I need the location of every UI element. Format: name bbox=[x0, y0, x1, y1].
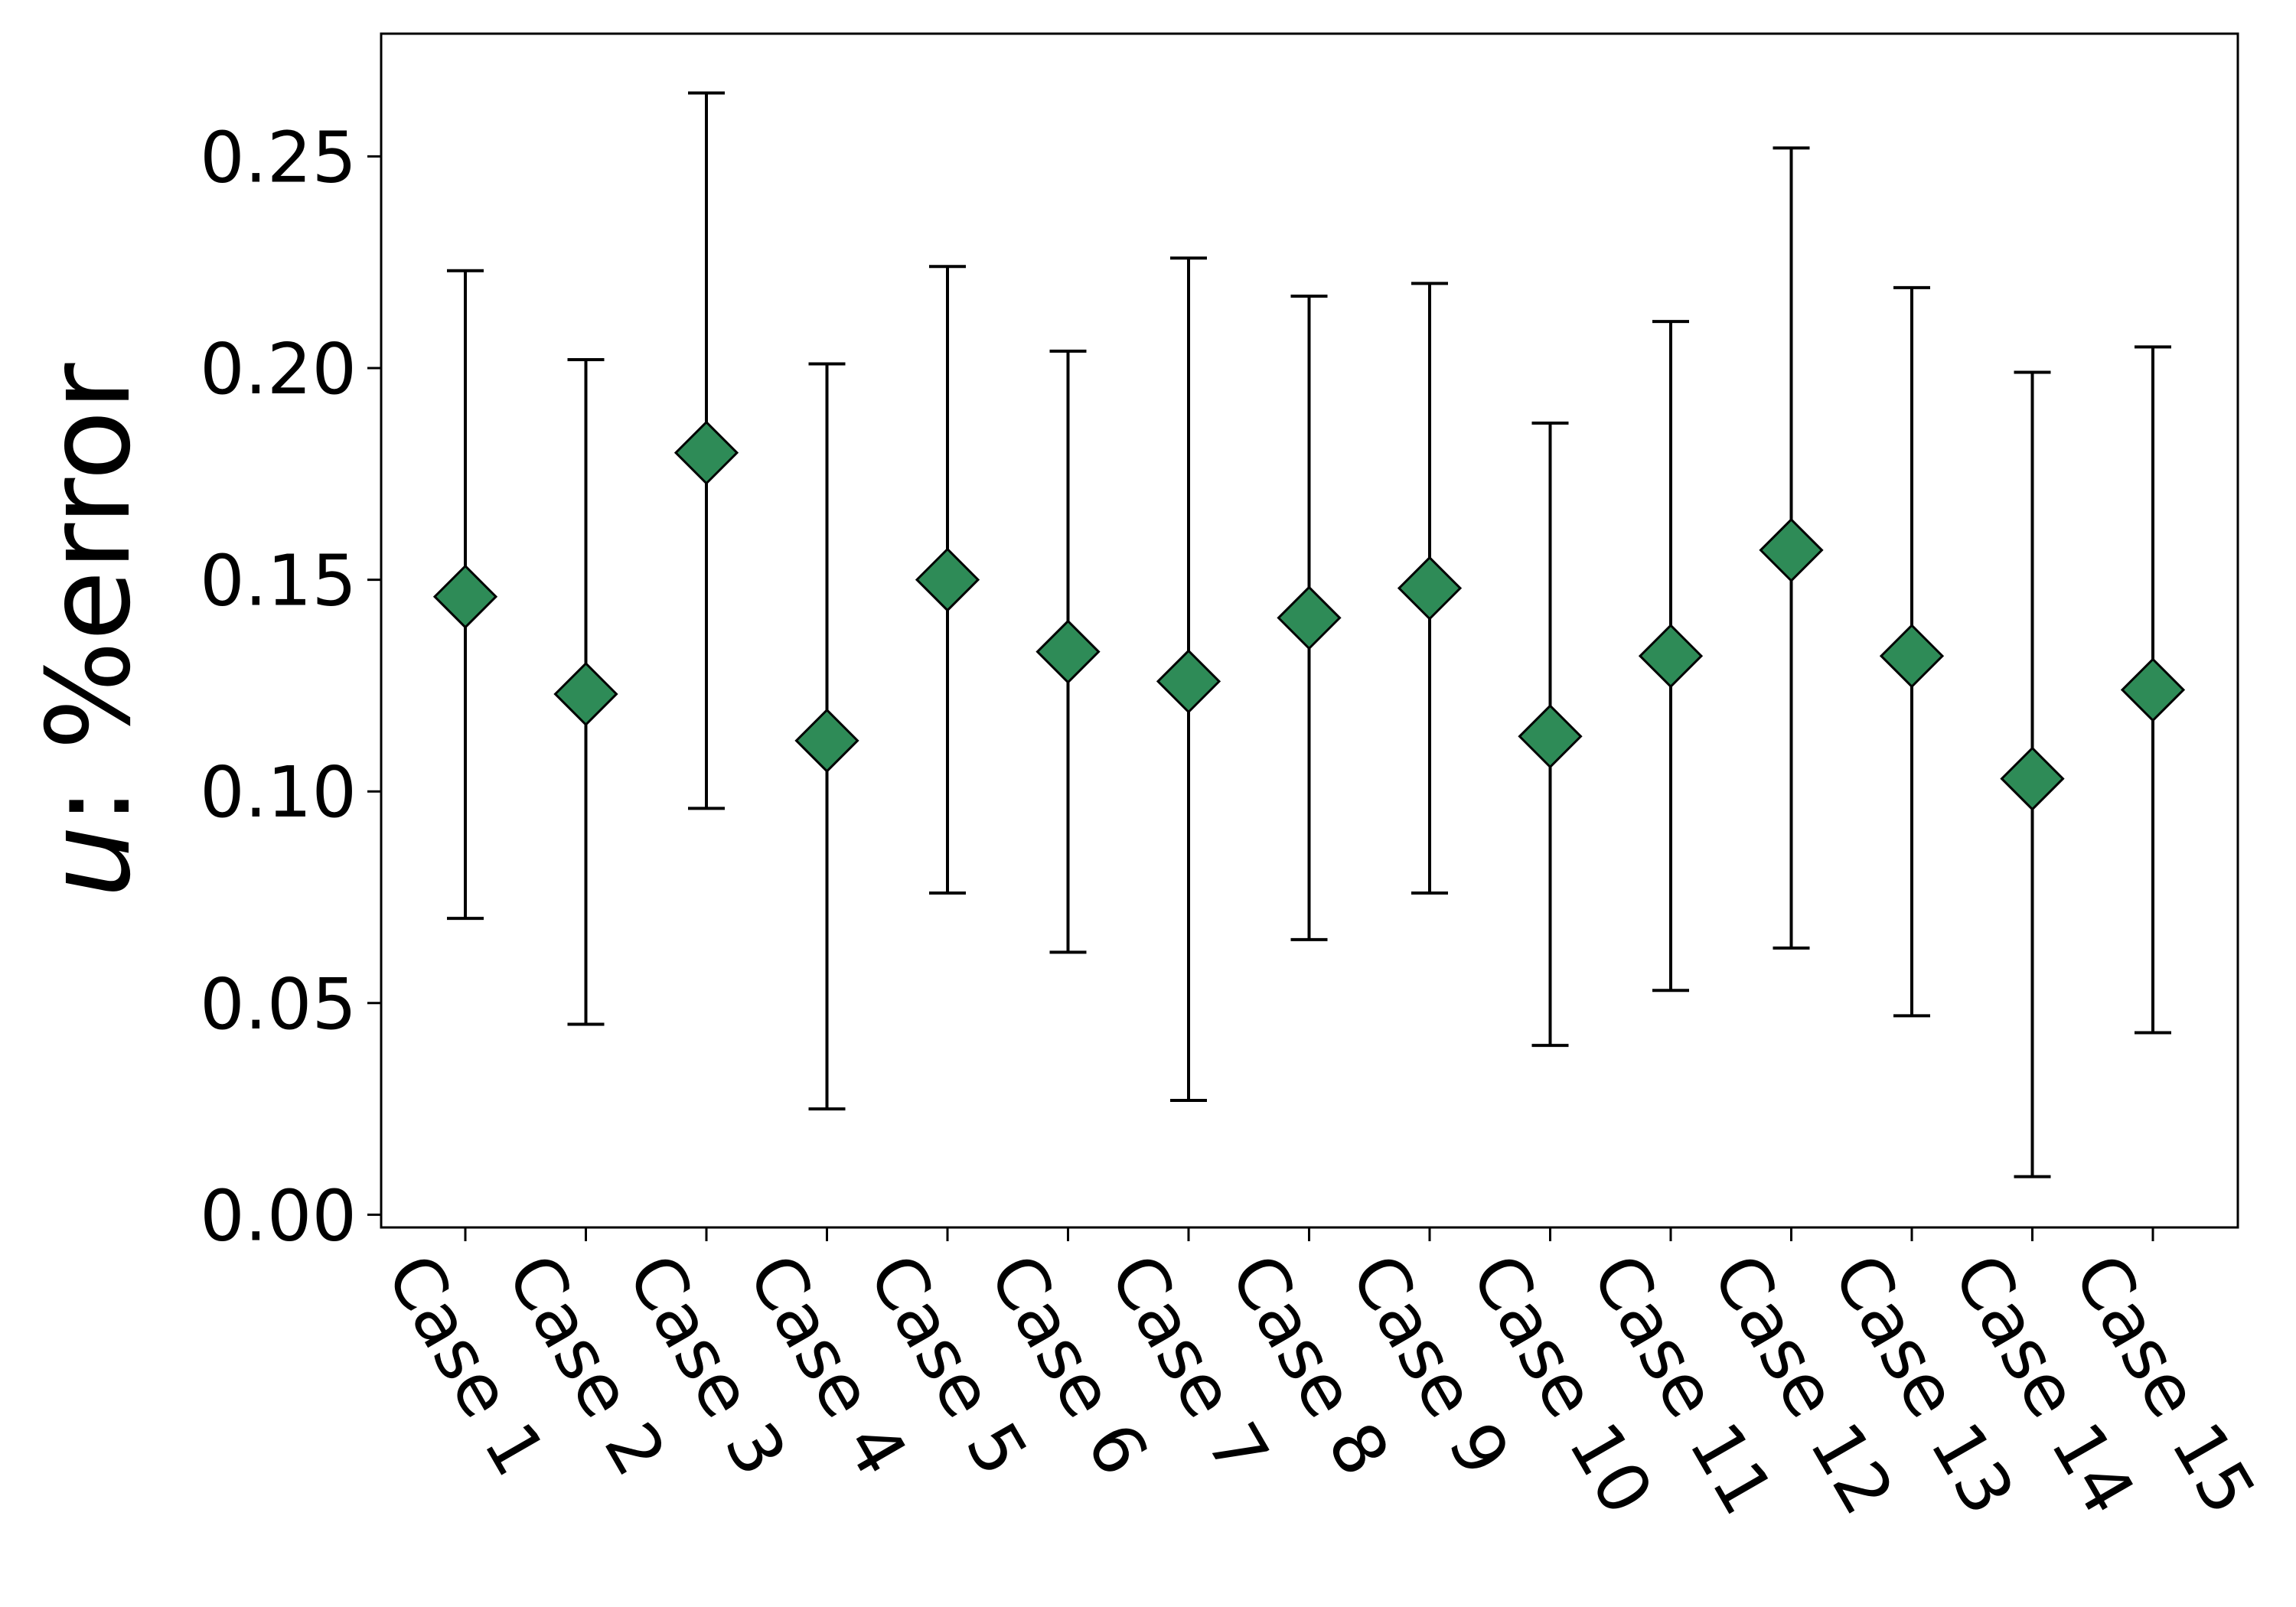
y-tick-label: 0.15 bbox=[200, 540, 357, 622]
data-point-diamond bbox=[1638, 624, 1704, 689]
data-point-diamond bbox=[2120, 657, 2186, 722]
data-point-diamond bbox=[1277, 585, 1342, 650]
y-axis-label: u: %error bbox=[23, 363, 156, 898]
data-point-diamond bbox=[1759, 517, 1824, 583]
data-point-diamond bbox=[2000, 746, 2065, 811]
data-point-diamond bbox=[915, 547, 980, 612]
y-axis-label-rest: : %error bbox=[23, 363, 156, 825]
plot-frame bbox=[380, 32, 2239, 1229]
y-axis: 0.00 0.05 0.10 0.15 0.20 0.25 bbox=[200, 116, 381, 1257]
data-marks bbox=[432, 91, 2186, 1178]
y-axis-label-variable: u bbox=[23, 825, 156, 898]
data-point-diamond bbox=[1879, 624, 1945, 689]
data-point-diamond bbox=[553, 661, 618, 727]
y-tick-label: 0.05 bbox=[200, 963, 357, 1045]
data-point-diamond bbox=[673, 420, 739, 485]
data-point-diamond bbox=[794, 708, 859, 773]
y-tick-label: 0.25 bbox=[200, 116, 357, 198]
data-point-diamond bbox=[1518, 704, 1583, 769]
y-tick-label: 0.20 bbox=[200, 328, 357, 410]
data-point-diamond bbox=[432, 564, 498, 629]
y-tick-label: 0.10 bbox=[200, 751, 357, 833]
y-tick-label: 0.00 bbox=[200, 1175, 357, 1257]
data-point-diamond bbox=[1397, 556, 1463, 621]
data-point-diamond bbox=[1156, 649, 1221, 714]
data-point-diamond bbox=[1035, 619, 1101, 684]
